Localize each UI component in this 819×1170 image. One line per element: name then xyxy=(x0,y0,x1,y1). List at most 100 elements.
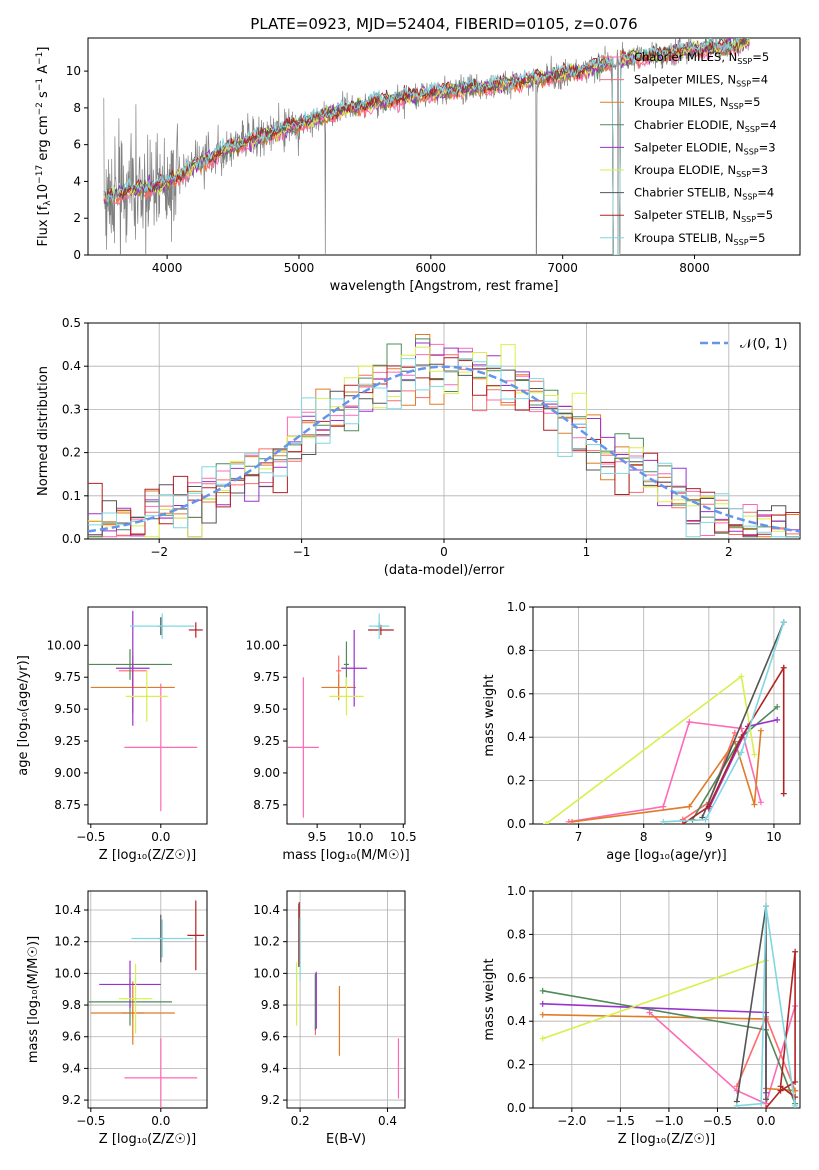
x-tick-label: −0.5 xyxy=(76,830,105,844)
y-tick-label: 0 xyxy=(73,248,81,262)
y-tick-label: 9.2 xyxy=(261,1093,280,1107)
y-axis-label-part: −17 xyxy=(35,165,45,184)
legend-entry-chabrier_elodie: Chabrier ELODIE, NSSP=4 xyxy=(634,118,777,134)
axes-frame xyxy=(87,37,801,256)
weight-marker-kroupa_stelib xyxy=(660,818,667,824)
legend-text: SSP xyxy=(744,147,759,156)
weight-marker-kroupa_stelib xyxy=(763,903,770,910)
legend-text: Salpeter ELODIE, N xyxy=(634,140,744,154)
weight-line-kroupa_stelib xyxy=(736,906,796,1107)
weight_vs_Z-plot-area xyxy=(539,903,799,1108)
legend-text: Chabrier STELIB, N xyxy=(634,186,742,200)
x-tick-label: −1 xyxy=(293,545,311,559)
legend-text: SSP xyxy=(729,102,744,111)
y-tick-label: 2 xyxy=(73,211,81,225)
weight-marker-chabrier_miles xyxy=(686,719,693,726)
x-tick-label: 0 xyxy=(440,545,448,559)
spectrum-panel: 4000 5000 6000 7000 8000 0 2 4 6 8 10 wavelength [A… xyxy=(35,37,801,294)
weight-marker-kroupa_miles xyxy=(569,818,576,824)
y-tick-label: 10.4 xyxy=(54,903,81,917)
y-axis-label-part: λ xyxy=(43,200,53,206)
y-tick-label: 10.2 xyxy=(253,935,280,949)
spectrum-plot-area xyxy=(103,38,750,255)
legend-text: =3 xyxy=(759,140,776,154)
y-axis-label: age [log₁₀(age/yr)] xyxy=(16,655,31,776)
x-axis-label: Z [log₁₀(Z/Z☉)] xyxy=(99,1132,196,1147)
y-tick-label: 9.6 xyxy=(62,1030,81,1044)
x-tick-label: 5000 xyxy=(284,261,315,275)
legend-text: SSP xyxy=(745,125,760,134)
x-axis-label: mass [log₁₀(M/M☉)] xyxy=(282,848,409,863)
normal-curve xyxy=(88,365,800,533)
residual-histogram-kroupa_stelib xyxy=(88,358,800,538)
y-tick-label: 9.75 xyxy=(253,670,280,684)
age_vs_Z-plot-area xyxy=(88,610,203,812)
weight-marker-kroupa_miles xyxy=(686,803,693,810)
y-tick-label: 9.4 xyxy=(261,1061,280,1075)
model-spectrum-kroupa_stelib xyxy=(103,38,750,255)
y-tick-label: 9.75 xyxy=(54,670,81,684)
legend-text: Kroupa MILES, N xyxy=(634,95,729,109)
weight_vs_Z-panel: −2.0 −1.5 −1.0 −0.5 0.0 0.0 0.2 0.4 0.6 0.8 1.0 Z [… xyxy=(482,884,801,1147)
y-axis-label: Flux [fλ10−17 erg cm−2 s−1 A−1] xyxy=(35,47,53,247)
y-axis-label: mass [log₁₀(M/M☉)] xyxy=(26,936,41,1063)
y-tick-label: 9.8 xyxy=(62,998,81,1012)
legend-text: SSP xyxy=(741,215,756,224)
y-axis-label-part: −2 xyxy=(35,102,45,115)
y-axis-label-part: −1 xyxy=(35,78,45,91)
y-tick-label: 0.5 xyxy=(62,316,81,330)
y-axis-label-part: erg cm xyxy=(36,115,51,164)
axes-frame xyxy=(532,606,801,825)
y-tick-label: 0.8 xyxy=(507,927,526,941)
y-tick-label: 9.6 xyxy=(261,1030,280,1044)
y-tick-label: 9.2 xyxy=(62,1093,81,1107)
legend-text: =4 xyxy=(760,118,777,132)
y-axis-label-part: s xyxy=(36,91,51,102)
y-tick-label: 10 xyxy=(66,64,81,78)
x-axis-label: E(B-V) xyxy=(326,1132,366,1147)
legend-text: =5 xyxy=(749,231,766,245)
x-axis-label: Z [log₁₀(Z/Z☉)] xyxy=(99,848,196,863)
y-tick-label: 8 xyxy=(73,101,81,115)
y-tick-label: 0.0 xyxy=(62,532,81,546)
axes-frame xyxy=(87,606,208,825)
observed-spectrum xyxy=(103,38,750,255)
axes-frame xyxy=(286,890,406,1109)
weight-line-chabrier_stelib xyxy=(701,621,785,818)
x-tick-label: −0.5 xyxy=(703,1114,732,1128)
y-tick-label: 1.0 xyxy=(507,884,526,898)
y-axis-label: Normed distribution xyxy=(36,366,51,496)
weight-marker-kroupa_miles xyxy=(751,801,758,808)
x-tick-label: 0.0 xyxy=(756,1114,775,1128)
x-tick-label: 7 xyxy=(575,830,583,844)
weight_vs_age-plot-area xyxy=(543,619,787,824)
legend-entry-salpeter_stelib: Salpeter STELIB, NSSP=5 xyxy=(634,208,773,224)
x-tick-label: 10.0 xyxy=(347,830,374,844)
weight-marker-salpeter_stelib xyxy=(705,803,712,810)
y-tick-label: 0.4 xyxy=(62,359,81,373)
weight-marker-kroupa_stelib xyxy=(758,1100,765,1107)
y-tick-label: 10.00 xyxy=(246,638,280,652)
x-axis-label: (data-model)/error xyxy=(384,563,505,578)
weight-marker-kroupa_stelib xyxy=(792,1102,799,1108)
y-axis-label-part: Flux [f xyxy=(36,205,51,246)
y-tick-label: 0.1 xyxy=(62,489,81,503)
legend-text: =3 xyxy=(751,163,768,177)
weight-marker-kroupa_miles xyxy=(757,727,764,734)
x-tick-label: 0.2 xyxy=(291,1114,310,1128)
chart-title: PLATE=0923, MJD=52404, FIBERID=0105, z=0… xyxy=(250,15,637,33)
legend-text: SSP xyxy=(742,193,757,202)
x-tick-label: 0.0 xyxy=(151,1114,170,1128)
legend-text: =5 xyxy=(756,208,773,222)
axes-frame xyxy=(286,606,406,825)
weight-marker-salpeter_stelib xyxy=(792,948,799,955)
y-tick-label: 0.4 xyxy=(507,730,526,744)
y-tick-label: 10.2 xyxy=(54,935,81,949)
weight-marker-kroupa_stelib xyxy=(733,1102,740,1108)
weight-marker-kroupa_stelib xyxy=(702,816,709,823)
x-tick-label: −0.5 xyxy=(76,1114,105,1128)
age_vs_mass-panel: 9.5 10.0 10.5 8.75 9.00 9.25 9.50 9.75 10.00 mass… xyxy=(246,606,417,863)
axes-frame xyxy=(87,890,208,1109)
x-tick-label: −2.0 xyxy=(557,1114,586,1128)
legend-entry-salpeter_elodie: Salpeter ELODIE, NSSP=3 xyxy=(634,140,776,156)
